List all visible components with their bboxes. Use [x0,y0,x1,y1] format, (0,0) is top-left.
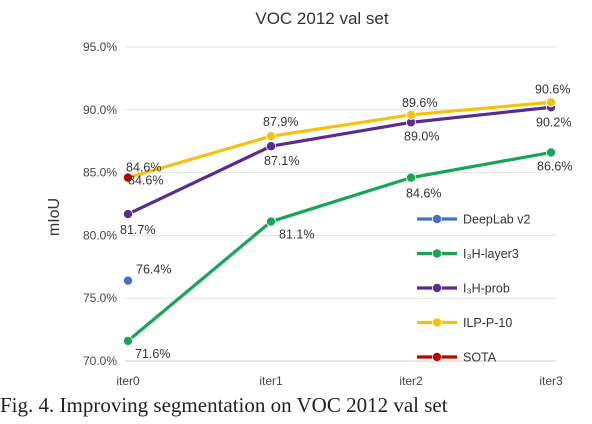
gridlines [125,46,556,362]
series-points [123,97,557,346]
legend-entry-label: DeepLab v2 [463,213,530,227]
series-lines [126,100,552,343]
data-point [265,216,276,227]
series-line [127,100,552,180]
data-point [546,147,557,158]
y-tick-labels: 70.0% 75.0% 80.0% 85.0% 90.0% 95.0% [83,40,117,368]
data-label: 89.0% [404,129,439,143]
data-label: 90.6% [535,82,570,96]
data-label: 87.9% [263,115,298,129]
figure-caption: Fig. 4. Improving segmentation on VOC 20… [0,393,448,417]
x-tick-label: iter2 [399,374,423,388]
series-line [127,105,552,216]
data-point [265,131,276,142]
data-labels: 76.4% 71.6% 81.1% 84.6% 86.6% 81.7% 87.1% 89.0%… [120,82,572,361]
data-label: 90.2% [536,115,571,129]
data-point [546,97,557,108]
series-line [126,150,552,343]
data-label: 84.6% [128,174,163,188]
data-label: 86.6% [537,160,572,174]
x-tick-label: iter1 [259,374,283,388]
legend-entry-label: I₃H-layer3 [463,247,519,261]
legend: DeepLab v2 I₃H-layer3 I₃H-prob ILP-P-10 SOTA [417,213,530,365]
x-tick-label: iter0 [116,374,140,388]
legend-swatch-marker [431,317,442,328]
data-point [405,172,416,183]
y-tick-label: 80.0% [83,228,117,242]
data-label: 87.1% [264,154,299,168]
x-tick-label: iter3 [539,374,563,388]
legend-swatch-marker [431,248,442,259]
data-label: 71.6% [135,347,170,361]
data-label: 81.7% [120,223,155,237]
y-tick-label: 85.0% [83,166,117,180]
legend-swatch-marker [431,213,442,224]
data-label: 84.6% [126,161,161,175]
data-point [405,109,416,120]
y-tick-label: 70.0% [83,354,117,368]
y-tick-label: 75.0% [83,291,117,305]
y-axis-label: mIoU [46,198,63,236]
legend-entry-label: SOTA [463,351,497,365]
data-label: 84.6% [406,187,441,201]
chart-title: VOC 2012 val set [255,9,389,28]
data-label: 89.6% [402,96,437,110]
y-tick-label: 95.0% [83,40,117,54]
legend-entry-label: ILP-P-10 [463,316,512,330]
data-label: 81.1% [279,228,314,242]
legend-swatch-marker [431,351,442,362]
data-point [123,209,134,220]
data-point [123,275,134,286]
data-point [123,335,134,346]
x-tick-labels: iter0 iter1 iter2 iter3 [116,374,563,388]
legend-entry-label: I₃H-prob [463,282,510,296]
legend-swatch-marker [431,282,442,293]
data-point [265,141,276,152]
data-label: 76.4% [136,263,171,277]
data-point [123,172,134,183]
y-tick-label: 90.0% [83,103,117,117]
